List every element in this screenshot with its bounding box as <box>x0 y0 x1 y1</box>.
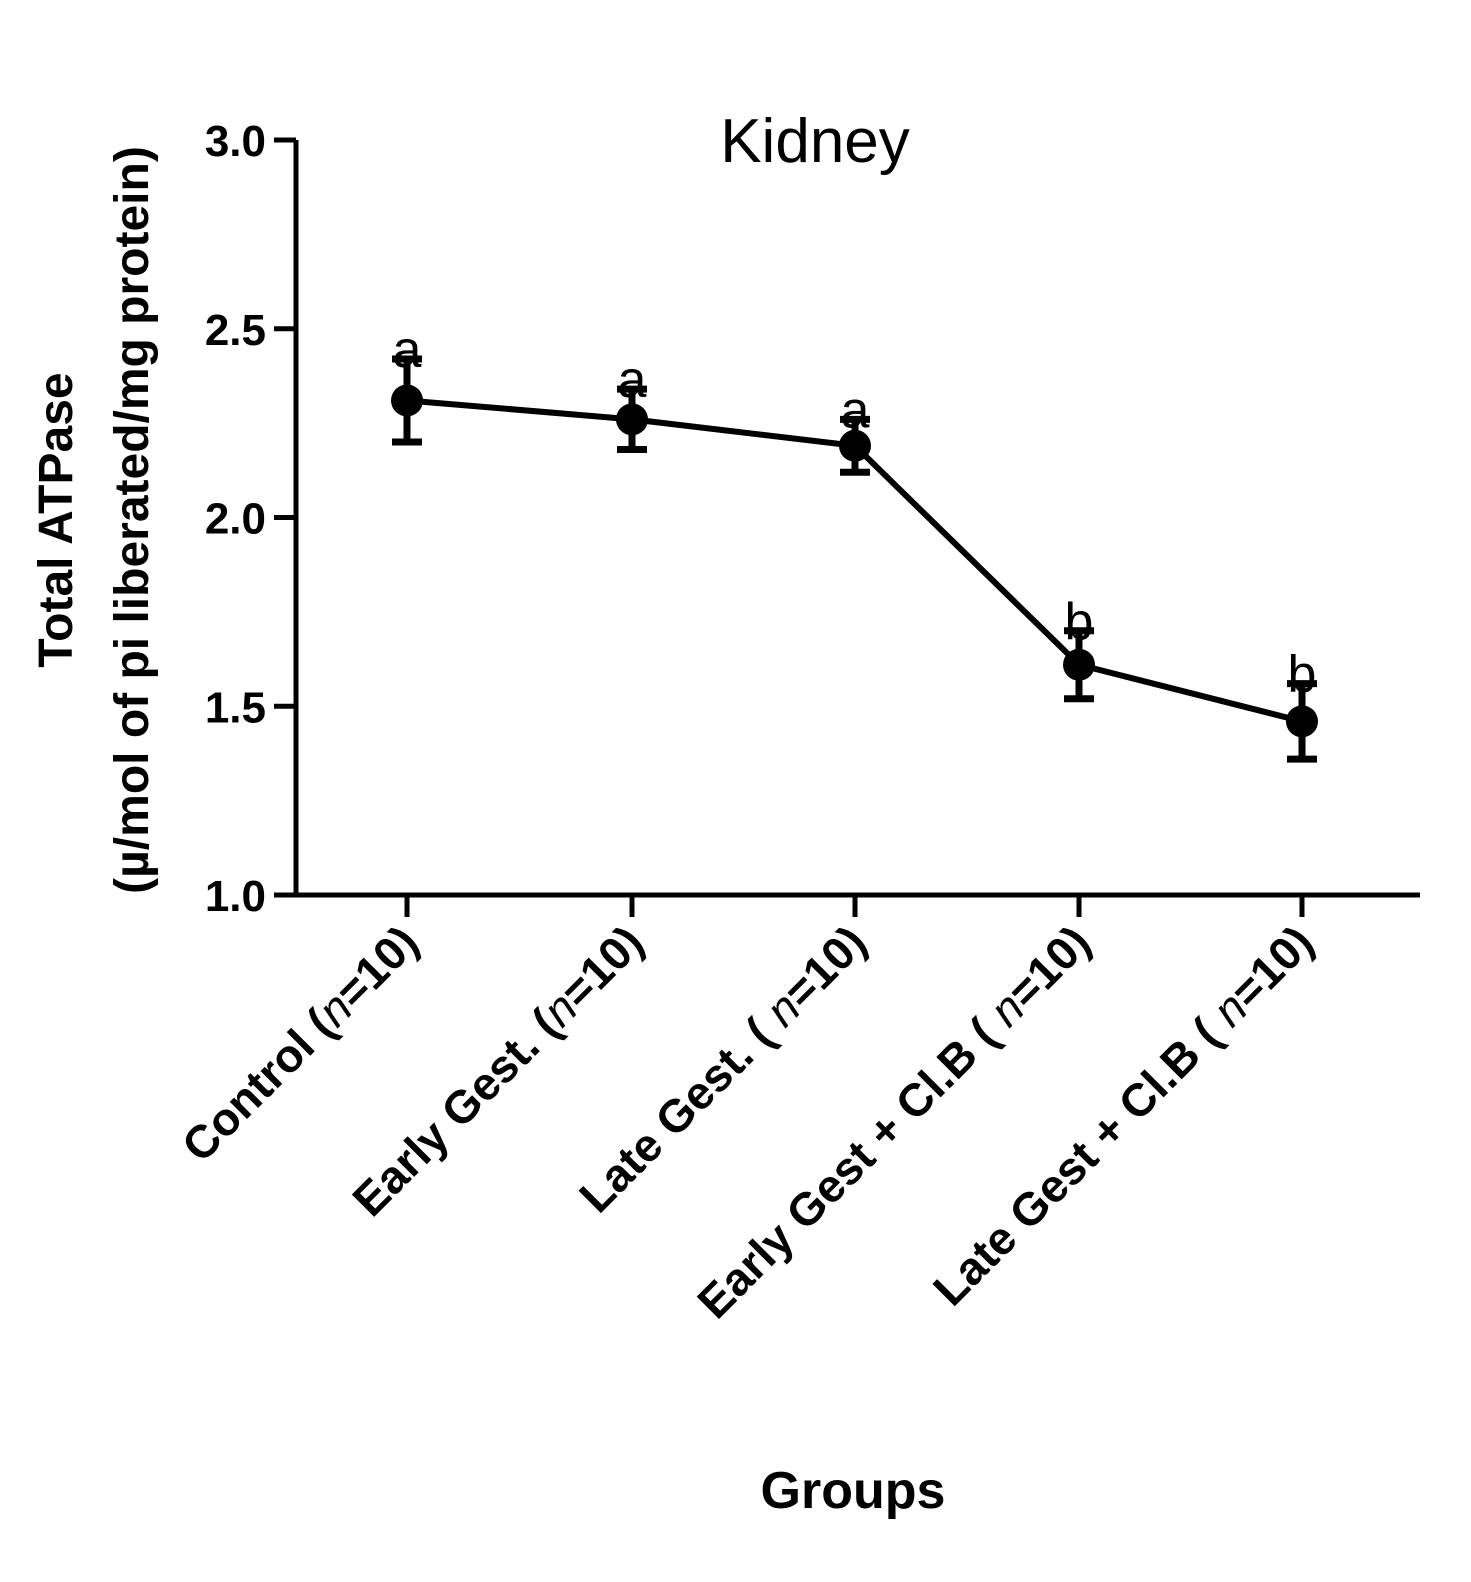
data-point <box>1063 648 1095 681</box>
significance-letter: a <box>393 321 422 379</box>
x-tick-label: Early Gest + Cl.B ( n=10) <box>687 915 1100 1328</box>
significance-letter: a <box>841 381 870 439</box>
x-tick-label-prefix: Early Gest. ( <box>342 999 569 1226</box>
y-ticks: 1.0 1.5 2.0 2.5 3.0 <box>205 117 296 921</box>
significance-letter: a <box>618 351 647 409</box>
x-tick-label: Control (n=10) <box>172 915 428 1171</box>
significance-letters: a a a b b <box>393 321 1317 704</box>
y-tick-label: 1.5 <box>205 683 266 732</box>
data-point <box>616 403 648 436</box>
y-tick-label: 2.5 <box>205 306 266 355</box>
data-point <box>1286 705 1318 738</box>
x-tick-label: Late Gest + Cl.B ( n=10) <box>923 915 1323 1315</box>
x-tick-label-prefix: Control ( <box>172 999 345 1172</box>
y-tick-label: 1.0 <box>205 872 266 921</box>
x-axis-label: Groups <box>761 1462 946 1520</box>
y-axis-label-line2: (µ/mol of pi liberated/mg protein) <box>106 146 159 894</box>
data-point <box>391 384 423 417</box>
significance-letter: b <box>1065 593 1094 651</box>
significance-letter: b <box>1288 646 1317 704</box>
y-tick-label: 3.0 <box>205 117 266 166</box>
x-tick-label-prefix: Late Gest. ( <box>569 999 792 1222</box>
chart-title: Kidney <box>720 107 910 176</box>
y-axis-label-line1: Total ATPase <box>30 372 83 667</box>
x-ticks: Control (n=10)Early Gest. (n=10)Late Ges… <box>172 895 1323 1328</box>
axes <box>293 140 1420 898</box>
data-point <box>839 429 871 462</box>
series <box>391 355 1318 763</box>
y-tick-label: 2.0 <box>205 495 266 544</box>
y-axis-label: Total ATPase (µ/mol of pi liberated/mg p… <box>30 146 159 894</box>
